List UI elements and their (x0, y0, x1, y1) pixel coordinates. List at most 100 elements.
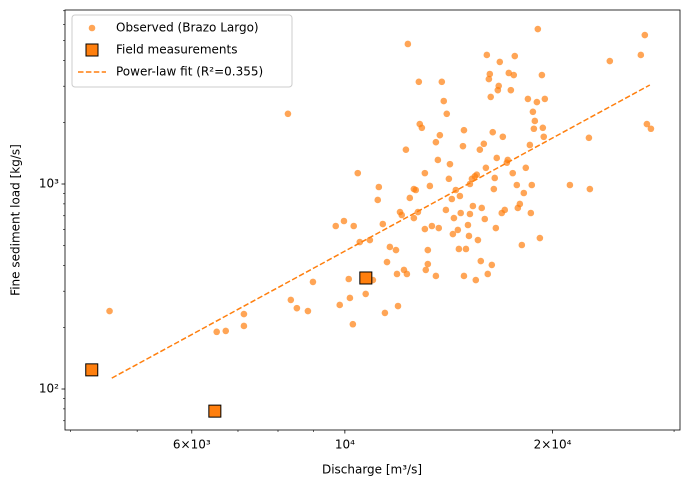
observed-point (410, 214, 418, 222)
observed-point (443, 110, 451, 118)
observed-point (466, 210, 474, 218)
observed-point (482, 164, 490, 172)
observed-point (492, 224, 500, 232)
observed-point (487, 93, 495, 101)
observed-point (354, 169, 362, 177)
observed-point (309, 278, 317, 286)
observed-point (287, 296, 295, 304)
observed-point (213, 328, 220, 336)
observed-point (529, 108, 537, 116)
observed-point (489, 128, 497, 136)
observed-point (440, 97, 448, 105)
observed-point (418, 124, 426, 132)
observed-point (513, 181, 521, 189)
observed-point (346, 294, 354, 302)
observed-point (422, 266, 430, 274)
observed-point (459, 142, 467, 150)
observed-point (511, 52, 519, 60)
observed-point (499, 133, 507, 141)
observed-point (533, 98, 541, 106)
observed-point (421, 225, 429, 233)
observed-point (490, 185, 498, 193)
observed-point (428, 222, 436, 230)
observed-point (472, 276, 480, 284)
observed-point (484, 270, 492, 278)
observed-point (340, 217, 348, 225)
observed-point (488, 261, 496, 269)
observed-point (449, 230, 457, 238)
observed-point (531, 117, 539, 125)
observed-point (485, 75, 493, 83)
observed-point (240, 322, 248, 330)
observed-point (446, 160, 454, 168)
observed-point (536, 234, 544, 242)
observed-point (222, 327, 230, 335)
observed-point (412, 186, 420, 194)
observed-point (426, 182, 434, 190)
observed-point (647, 125, 655, 133)
observed-point (483, 51, 491, 59)
observed-point (539, 124, 547, 132)
observed-point (406, 194, 414, 202)
observed-point (460, 126, 468, 134)
observed-point (477, 257, 485, 265)
observed-point (522, 164, 530, 172)
observed-point (435, 224, 443, 232)
observed-point (541, 95, 549, 103)
observed-point (586, 185, 594, 193)
observed-point (457, 209, 465, 217)
legend-marker (88, 24, 96, 32)
plot-frame (64, 9, 681, 431)
observed-point (404, 40, 412, 48)
observed-point (540, 133, 548, 141)
observed-point (478, 204, 486, 212)
observed-point (393, 270, 401, 278)
observed-point (438, 78, 446, 86)
observed-point (480, 140, 488, 148)
observed-point (530, 125, 538, 133)
observed-point (375, 183, 383, 191)
legend-marker (85, 43, 99, 57)
observed-point (383, 258, 391, 266)
observed-point (520, 189, 528, 197)
observed-point (456, 192, 464, 200)
observed-point (362, 290, 369, 298)
observed-point (566, 181, 574, 189)
legend-label: Field measurements (116, 43, 237, 57)
observed-point (284, 110, 292, 118)
observed-point (304, 307, 312, 315)
observed-point (455, 245, 463, 253)
observed-point (481, 215, 489, 223)
observed-point (473, 171, 481, 179)
y-tick-label: 10² (39, 382, 59, 396)
observed-point (332, 222, 340, 230)
observed-point (106, 307, 113, 315)
observed-point (366, 236, 374, 244)
observed-point (436, 131, 444, 139)
observed-point (637, 51, 645, 59)
fit-line (111, 84, 651, 379)
legend-box (71, 14, 293, 88)
observed-point (474, 236, 482, 244)
observed-point (606, 57, 614, 65)
observed-point (349, 320, 357, 328)
observed-point (641, 31, 649, 39)
observed-point (450, 214, 458, 222)
observed-point (507, 86, 515, 94)
observed-point (464, 221, 472, 229)
observed-point (469, 202, 477, 210)
observed-point (379, 220, 387, 228)
observed-point (585, 134, 593, 142)
observed-point (528, 181, 536, 189)
observed-point (486, 70, 494, 78)
observed-point (394, 302, 402, 310)
observed-point (386, 243, 394, 251)
observed-point (434, 156, 442, 164)
observed-point (293, 304, 301, 312)
x-tick-label: 10⁴ (335, 438, 355, 452)
observed-point (496, 58, 504, 66)
observed-point (466, 180, 474, 188)
observed-point (527, 209, 535, 217)
observed-point (448, 195, 456, 203)
observed-point (442, 206, 450, 214)
